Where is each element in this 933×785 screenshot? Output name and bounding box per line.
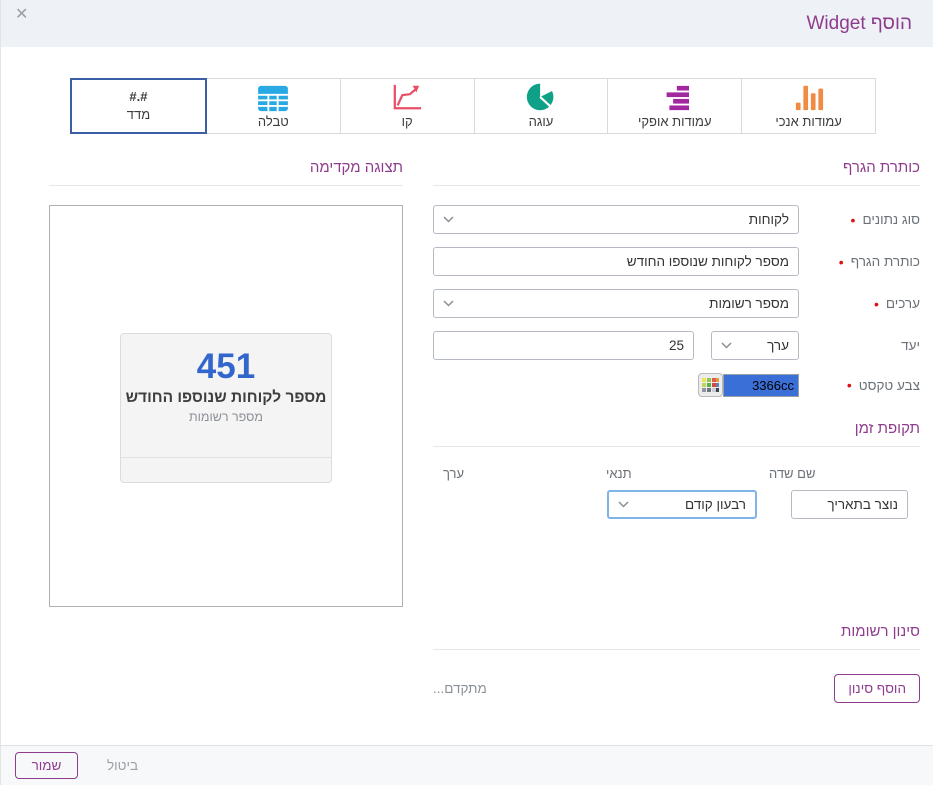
required-marker: • [846, 377, 852, 393]
vertical-bars-icon [793, 82, 825, 112]
time-period-field-col: שם שדה [757, 466, 920, 519]
tab-label: עוגה [528, 114, 554, 130]
color-palette-button[interactable] [698, 373, 723, 397]
tab-pie[interactable]: עוגה [473, 78, 609, 134]
tab-table[interactable]: טבלה [205, 78, 341, 134]
time-period-grid: שם שדה תנאי רבעון קודם ערך [433, 466, 920, 519]
data-type-select[interactable]: לקוחות [433, 205, 799, 234]
color-palette-icon [702, 378, 719, 392]
section-time-period: תקופת זמן [433, 420, 920, 447]
advanced-link[interactable]: מתקדם... [433, 681, 487, 696]
metric-format-icon: #.# [129, 89, 148, 105]
field-name-input[interactable] [791, 490, 908, 519]
section-record-filter: סינון רשומות [433, 623, 920, 650]
value-header: ערך [443, 466, 465, 481]
preview-panel: תצוגה מקדימה 451 מספר לקוחות שנוספו החוד… [49, 159, 403, 745]
tab-label: קו [401, 114, 413, 130]
required-marker: • [850, 211, 856, 228]
dialog-footer: ביטול שמור [1, 745, 933, 785]
metric-title: מספר לקוחות שנוספו החודש [125, 389, 327, 407]
chart-title-row: כותרת הגרף • [433, 247, 920, 276]
save-button[interactable]: שמור [15, 752, 78, 779]
line-icon [390, 82, 424, 112]
chevron-down-icon [443, 300, 454, 307]
dialog-header: הוסף Widget ✕ [1, 0, 933, 47]
horizontal-bars-icon [659, 82, 691, 112]
tab-label: מדד [126, 107, 151, 122]
tab-label: טבלה [257, 114, 289, 130]
add-filter-button[interactable]: הוסף סינון [834, 674, 920, 703]
values-select[interactable]: מספר רשומות [433, 289, 799, 318]
filter-actions-row: הוסף סינון מתקדם... [433, 674, 920, 703]
metric-widget-card: 451 מספר לקוחות שנוספו החודש מספר רשומות [120, 333, 332, 483]
target-label: יעד [901, 338, 920, 353]
widget-form: כותרת הגרף סוג נתונים • לקוחות כותרת הגר… [433, 159, 920, 745]
text-color-label: צבע טקסט • [846, 377, 920, 393]
target-mode-value: ערך [767, 338, 789, 353]
chevron-down-icon [443, 216, 454, 223]
target-value-input[interactable] [433, 331, 694, 360]
metric-card-footer [121, 457, 331, 482]
dialog-title: הוסף Widget [806, 12, 912, 34]
main-content: כותרת הגרף סוג נתונים • לקוחות כותרת הגר… [1, 134, 933, 745]
section-preview: תצוגה מקדימה [49, 159, 403, 186]
values-label: ערכים • [873, 295, 920, 312]
chevron-down-icon [618, 501, 629, 508]
time-period-condition-col: תנאי רבעון קודם [594, 466, 757, 519]
values-row: ערכים • מספר רשומות [433, 289, 920, 318]
data-type-value: לקוחות [748, 212, 789, 227]
pie-icon [525, 82, 557, 112]
chevron-down-icon [721, 342, 732, 349]
tab-label: עמודות אנכי [775, 114, 842, 130]
metric-value: 451 [196, 347, 256, 386]
field-name-header: שם שדה [769, 466, 816, 481]
condition-header: תנאי [606, 466, 632, 481]
data-type-row: סוג נתונים • לקוחות [433, 205, 920, 234]
time-period-value-col: ערך [431, 466, 594, 519]
target-mode-select[interactable]: ערך [711, 331, 799, 360]
tab-horizontal-columns[interactable]: עמודות אופקי [607, 78, 743, 134]
text-color-input[interactable] [723, 373, 799, 397]
tab-line[interactable]: קו [339, 78, 475, 134]
data-type-label: סוג נתונים • [850, 211, 920, 228]
values-value: מספר רשומות [709, 296, 789, 311]
condition-value: רבעון קודם [685, 497, 746, 512]
condition-select[interactable]: רבעון קודם [607, 490, 757, 519]
metric-subtitle: מספר רשומות [189, 410, 263, 425]
chart-title-input[interactable] [433, 247, 799, 276]
tab-vertical-columns[interactable]: עמודות אנכי [741, 78, 876, 134]
section-chart-title: כותרת הגרף [433, 159, 920, 186]
chart-type-tabs: עמודות אנכי עמודות אופקי עוגה קו טבלה #.… [70, 78, 876, 134]
target-row: יעד ערך [433, 331, 920, 360]
required-marker: • [873, 295, 879, 312]
preview-canvas: 451 מספר לקוחות שנוספו החודש מספר רשומות [49, 205, 403, 607]
tab-label: עמודות אופקי [637, 114, 712, 130]
metric-card-body: 451 מספר לקוחות שנוספו החודש מספר רשומות [121, 334, 331, 457]
table-icon [257, 82, 289, 112]
required-marker: • [838, 253, 844, 270]
cancel-button[interactable]: ביטול [107, 758, 139, 773]
tab-metric[interactable]: #.# מדד [70, 78, 207, 134]
chart-title-label: כותרת הגרף • [838, 253, 920, 270]
close-icon[interactable]: ✕ [15, 6, 29, 23]
text-color-row: צבע טקסט • [433, 373, 920, 397]
